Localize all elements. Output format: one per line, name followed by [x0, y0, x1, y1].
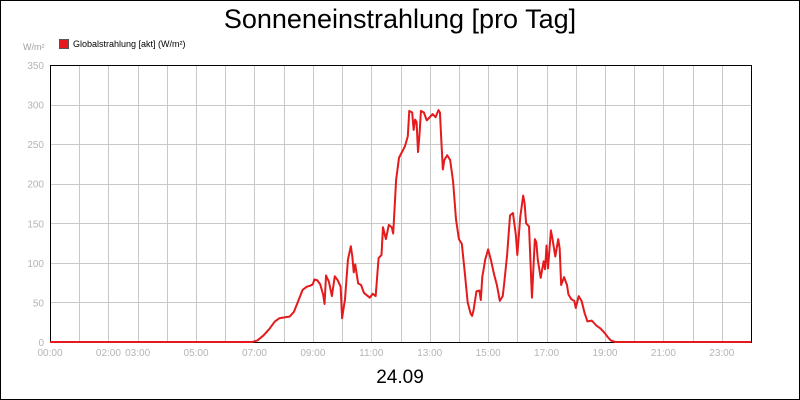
- x-tick-label: 07:00: [242, 348, 267, 359]
- chart-title: Sonneneinstrahlung [pro Tag]: [223, 4, 577, 34]
- x-tick-label: 00:00: [37, 348, 62, 359]
- x-axis-date-label: 24.09: [376, 367, 424, 388]
- plot-border: [50, 65, 752, 343]
- plot-area: [50, 65, 751, 342]
- legend-swatch: [59, 39, 69, 49]
- x-tick-label: 19:00: [592, 348, 617, 359]
- y-tick-label: 50: [33, 298, 45, 309]
- y-tick-label: 200: [27, 180, 44, 191]
- x-tick-label: 21:00: [651, 348, 676, 359]
- y-tick-label: 300: [27, 101, 44, 112]
- y-tick-label: 250: [27, 140, 44, 151]
- y-tick-label: 350: [27, 61, 44, 72]
- x-tick-label: 05:00: [184, 348, 209, 359]
- y-tick-label: 0: [38, 338, 44, 349]
- legend-label: Globalstrahlung [akt] (W/m²): [73, 39, 186, 49]
- x-tick-label: 02:00: [96, 348, 121, 359]
- x-tick-label: 23:00: [709, 348, 734, 359]
- legend: Globalstrahlung [akt] (W/m²): [59, 39, 186, 49]
- series-line: [50, 109, 751, 343]
- x-tick-label: 11:00: [359, 348, 384, 359]
- x-tick-label: 17:00: [534, 348, 559, 359]
- y-tick-label: 150: [27, 219, 44, 230]
- x-tick-label: 09:00: [300, 348, 325, 359]
- x-tick-label: 15:00: [476, 348, 501, 359]
- x-tick-label: 03:00: [125, 348, 150, 359]
- x-tick-label: 13:00: [417, 348, 442, 359]
- y-tick-label: 100: [27, 259, 44, 270]
- y-axis-unit-label: W/m²: [23, 42, 45, 52]
